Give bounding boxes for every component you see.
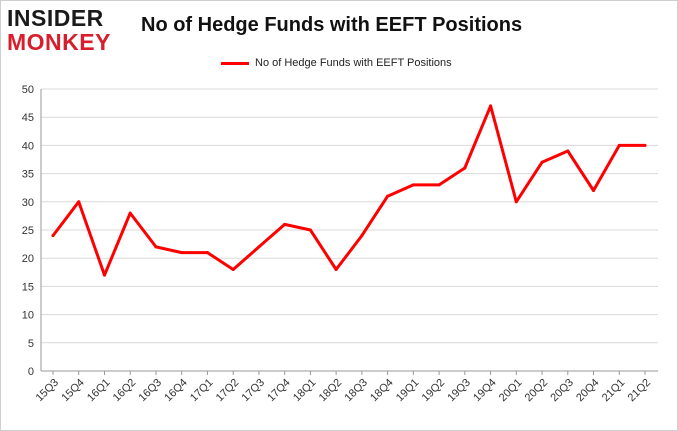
insider-monkey-logo: INSIDER MONKEY bbox=[7, 5, 129, 55]
x-tick-label: 16Q1 bbox=[85, 377, 113, 405]
y-tick-label: 50 bbox=[22, 84, 34, 96]
data-point bbox=[437, 183, 441, 187]
x-tick-label: 17Q2 bbox=[214, 377, 242, 405]
data-point bbox=[463, 166, 467, 170]
y-tick-label: 45 bbox=[22, 112, 34, 124]
data-point bbox=[566, 149, 570, 153]
data-point bbox=[51, 234, 55, 238]
data-point bbox=[102, 273, 106, 277]
data-point bbox=[128, 211, 132, 215]
x-tick-label: 17Q3 bbox=[240, 377, 268, 405]
data-point bbox=[180, 251, 184, 255]
x-tick-label: 21Q1 bbox=[600, 377, 628, 405]
x-tick-label: 18Q4 bbox=[368, 377, 396, 405]
data-point bbox=[489, 104, 493, 108]
x-tick-label: 19Q2 bbox=[420, 377, 448, 405]
data-point bbox=[360, 234, 364, 238]
chart-title: No of Hedge Funds with EEFT Positions bbox=[141, 14, 523, 36]
data-point bbox=[643, 143, 647, 147]
y-tick-label: 20 bbox=[22, 253, 34, 265]
y-tick-label: 35 bbox=[22, 169, 34, 181]
legend-label: No of Hedge Funds with EEFT Positions bbox=[255, 57, 452, 69]
x-tick-label: 16Q2 bbox=[111, 377, 139, 405]
data-point bbox=[77, 200, 81, 204]
y-axis: 0 5 10 15 20 25 30 35 40 45 50 bbox=[22, 84, 42, 378]
x-axis: 15Q315Q416Q116Q216Q316Q417Q117Q217Q317Q4… bbox=[34, 370, 658, 405]
y-tick-label: 5 bbox=[28, 338, 34, 350]
x-tick-label: 16Q3 bbox=[137, 377, 165, 405]
x-tick-label: 17Q1 bbox=[188, 377, 216, 405]
x-tick-label: 19Q1 bbox=[394, 377, 422, 405]
y-tick-label: 15 bbox=[22, 281, 34, 293]
data-point bbox=[308, 228, 312, 232]
x-tick-label: 15Q4 bbox=[59, 377, 87, 405]
x-tick-label: 20Q3 bbox=[548, 377, 576, 405]
y-tick-label: 40 bbox=[22, 140, 34, 152]
x-tick-label: 19Q4 bbox=[471, 377, 499, 405]
data-point bbox=[205, 251, 209, 255]
x-tick-label: 21Q2 bbox=[626, 377, 654, 405]
data-point bbox=[540, 160, 544, 164]
data-point bbox=[154, 245, 158, 249]
legend-swatch bbox=[221, 61, 249, 65]
data-point bbox=[334, 267, 338, 271]
data-point bbox=[592, 189, 596, 193]
data-point bbox=[617, 143, 621, 147]
x-tick-label: 16Q4 bbox=[162, 377, 190, 405]
y-tick-label: 10 bbox=[22, 310, 34, 322]
x-tick-label: 20Q1 bbox=[497, 377, 525, 405]
data-point bbox=[231, 267, 235, 271]
x-tick-label: 19Q3 bbox=[445, 377, 473, 405]
y-tick-label: 0 bbox=[28, 366, 34, 378]
data-point bbox=[411, 183, 415, 187]
x-tick-label: 15Q3 bbox=[34, 377, 62, 405]
x-tick-label: 18Q1 bbox=[291, 377, 319, 405]
x-tick-label: 20Q4 bbox=[574, 377, 602, 405]
data-point bbox=[283, 222, 287, 226]
logo-text-top: INSIDER bbox=[7, 5, 104, 31]
series-line bbox=[51, 104, 647, 277]
x-tick-label: 17Q4 bbox=[265, 377, 293, 405]
data-point bbox=[514, 200, 518, 204]
y-tick-label: 30 bbox=[22, 197, 34, 209]
x-tick-label: 18Q2 bbox=[317, 377, 345, 405]
logo-text-bottom: MONKEY bbox=[7, 29, 111, 55]
series-layer bbox=[51, 104, 647, 277]
data-point bbox=[386, 194, 390, 198]
grid-lines bbox=[41, 88, 658, 372]
x-tick-label: 18Q3 bbox=[342, 377, 370, 405]
data-point bbox=[257, 245, 261, 249]
chart-legend: No of Hedge Funds with EEFT Positions bbox=[221, 55, 452, 71]
x-tick-label: 20Q2 bbox=[523, 377, 551, 405]
y-tick-label: 25 bbox=[22, 225, 34, 237]
